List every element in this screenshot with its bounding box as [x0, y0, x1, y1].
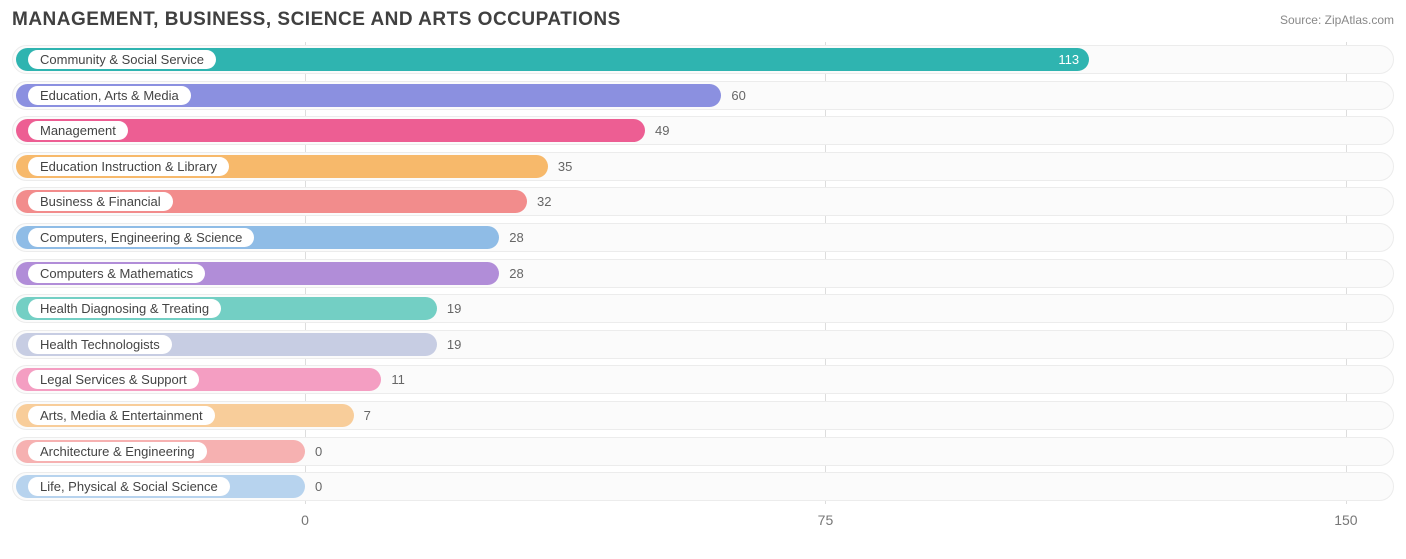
bar-row: Architecture & Engineering 0	[12, 434, 1394, 469]
bar-row: Computers & Mathematics 28	[12, 256, 1394, 291]
bar-label-pill: Education, Arts & Media	[28, 86, 191, 105]
bar-label-pill: Business & Financial	[28, 192, 173, 211]
bar-value-label: 32	[537, 184, 551, 219]
bar-row: Health Technologists 19	[12, 327, 1394, 362]
bar-row: Health Diagnosing & Treating 19	[12, 291, 1394, 326]
bar-value-label: 7	[364, 398, 371, 433]
x-tick-label: 150	[1334, 512, 1357, 528]
bar-value-label: 19	[447, 327, 461, 362]
bar-value-label: 113	[1058, 42, 1079, 77]
chart-title: MANAGEMENT, BUSINESS, SCIENCE AND ARTS O…	[12, 9, 621, 31]
source-label: Source:	[1280, 13, 1321, 27]
bar-value-label: 0	[315, 434, 322, 469]
bar-value-label: 60	[731, 78, 745, 113]
bar-label-pill: Legal Services & Support	[28, 370, 199, 389]
bar-label-pill: Community & Social Service	[28, 50, 216, 69]
bar-row: Legal Services & Support 11	[12, 362, 1394, 397]
bar-row: Education Instruction & Library 35	[12, 149, 1394, 184]
bar-value-label: 28	[509, 220, 523, 255]
bars-container: Community & Social Service113Education, …	[12, 42, 1394, 504]
bar-label-pill: Arts, Media & Entertainment	[28, 406, 215, 425]
source-name: ZipAtlas.com	[1325, 13, 1394, 27]
bar-row: Business & Financial 32	[12, 184, 1394, 219]
bar-row: Arts, Media & Entertainment 7	[12, 398, 1394, 433]
bar-row: Management 49	[12, 113, 1394, 148]
chart-header: MANAGEMENT, BUSINESS, SCIENCE AND ARTS O…	[12, 6, 1394, 34]
bar-label-pill: Architecture & Engineering	[28, 442, 207, 461]
bar-value-label: 28	[509, 256, 523, 291]
bar-value-label: 35	[558, 149, 572, 184]
chart-source: Source: ZipAtlas.com	[1280, 13, 1394, 27]
bar-label-pill: Management	[28, 121, 128, 140]
bar-value-label: 11	[391, 362, 405, 397]
bar-row: Community & Social Service 113	[12, 42, 1394, 77]
bar-row: Life, Physical & Social Science 0	[12, 469, 1394, 504]
bar-value-label: 49	[655, 113, 669, 148]
x-axis: 0 75 150	[12, 508, 1394, 532]
bar-value-label: 0	[315, 469, 322, 504]
x-tick-label: 75	[818, 512, 834, 528]
bar-label-pill: Health Diagnosing & Treating	[28, 299, 221, 318]
chart-plot-area: Community & Social Service113Education, …	[12, 42, 1394, 532]
bar-label-pill: Health Technologists	[28, 335, 172, 354]
bar-label-pill: Computers, Engineering & Science	[28, 228, 254, 247]
bar-value-label: 19	[447, 291, 461, 326]
bar-row: Computers, Engineering & Science 28	[12, 220, 1394, 255]
bar-label-pill: Life, Physical & Social Science	[28, 477, 230, 496]
bar-label-pill: Computers & Mathematics	[28, 264, 205, 283]
bar-row: Education, Arts & Media 60	[12, 78, 1394, 113]
bar-label-pill: Education Instruction & Library	[28, 157, 229, 176]
x-tick-label: 0	[301, 512, 309, 528]
